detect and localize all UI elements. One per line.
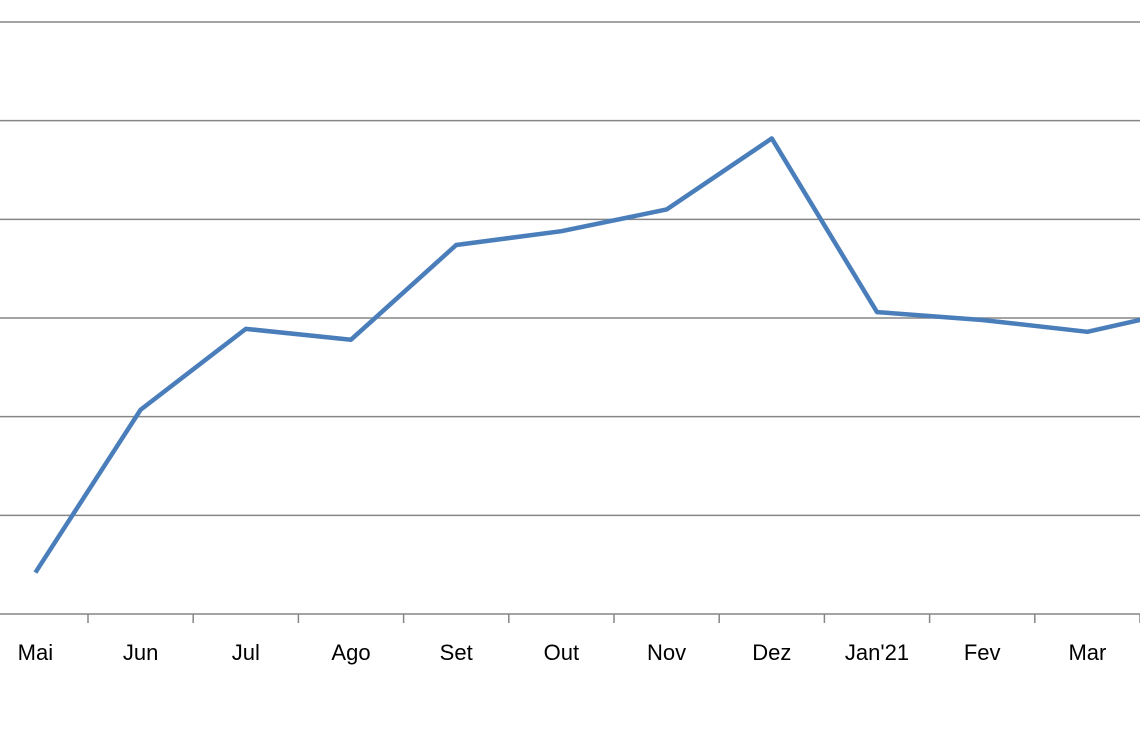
x-tick-label: Set (440, 640, 473, 665)
x-tick-label: Fev (964, 640, 1001, 665)
x-tick-label: Dez (752, 640, 791, 665)
x-tick-label: Ago (331, 640, 370, 665)
x-tick-label: Mai (18, 640, 53, 665)
x-tick-label: Jun (123, 640, 158, 665)
x-tick-label: Jul (232, 640, 260, 665)
x-tick-label: Nov (647, 640, 686, 665)
x-tick-label: Out (544, 640, 579, 665)
x-tick-label: Mar (1068, 640, 1106, 665)
line-series (33, 136, 1140, 574)
x-tick-label: Jan'21 (845, 640, 909, 665)
